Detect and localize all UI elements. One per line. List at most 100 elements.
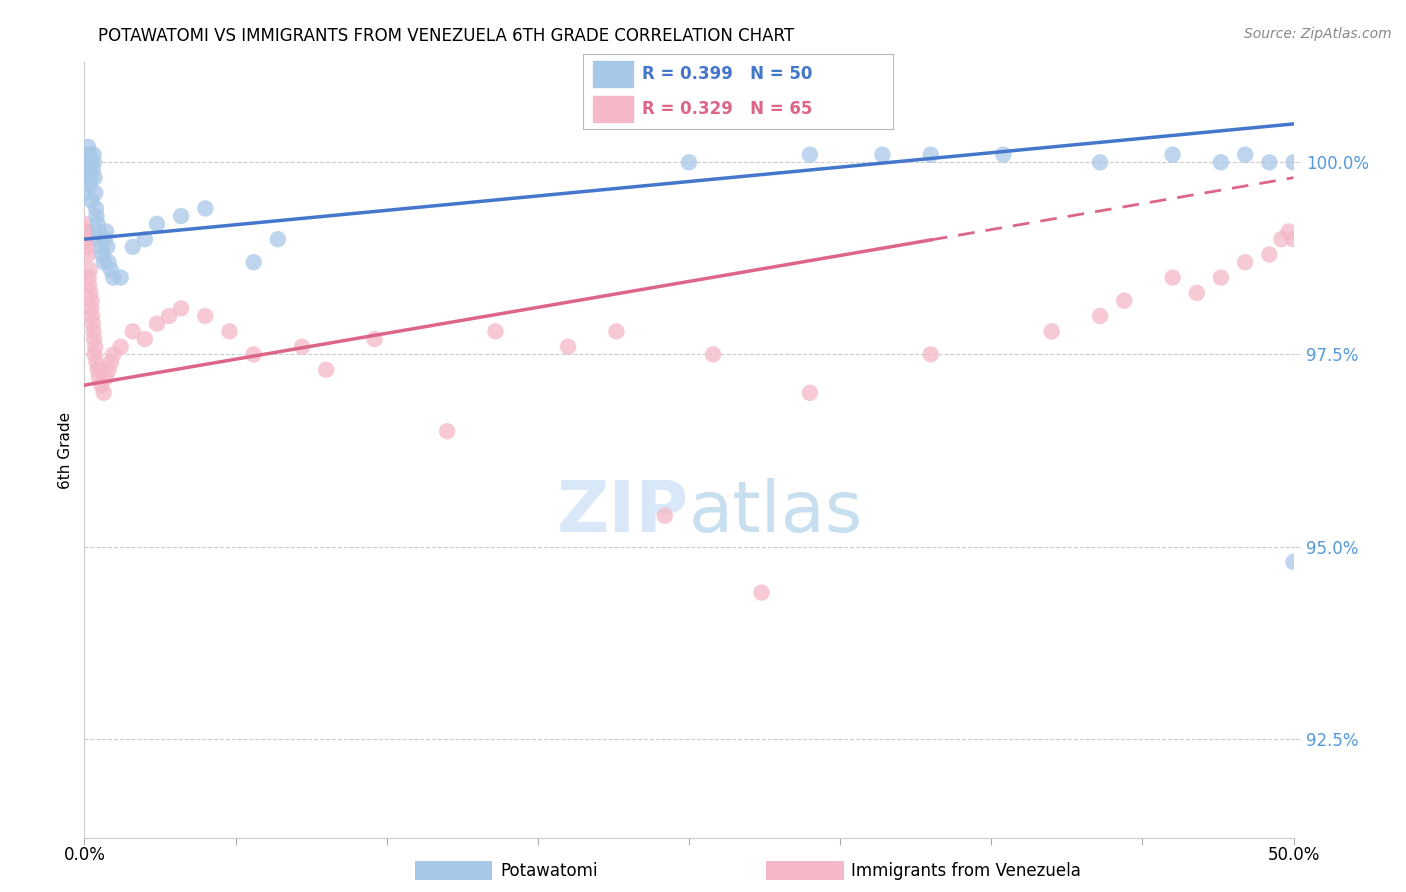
Text: Source: ZipAtlas.com: Source: ZipAtlas.com — [1244, 27, 1392, 41]
Point — [89, 232, 111, 246]
Point — [484, 324, 506, 338]
Point — [87, 370, 110, 384]
Point — [82, 163, 104, 178]
Point — [194, 202, 217, 216]
Point — [100, 263, 122, 277]
Point — [77, 278, 100, 293]
Point — [218, 324, 240, 338]
Point — [291, 340, 314, 354]
Point — [242, 255, 264, 269]
Text: R = 0.399   N = 50: R = 0.399 N = 50 — [643, 65, 813, 83]
Point — [84, 202, 107, 216]
Point — [80, 155, 103, 169]
Point — [76, 232, 98, 246]
Point — [103, 347, 125, 361]
Point — [1258, 155, 1281, 169]
Point — [170, 301, 193, 316]
Point — [76, 163, 98, 178]
Point — [75, 225, 97, 239]
Point — [75, 225, 97, 239]
Point — [920, 147, 942, 161]
Point — [77, 270, 100, 285]
Point — [110, 270, 132, 285]
Point — [80, 301, 103, 316]
Point — [75, 170, 97, 185]
Point — [170, 209, 193, 223]
Point — [94, 225, 117, 239]
Point — [920, 347, 942, 361]
Point — [1161, 147, 1184, 161]
Point — [77, 140, 100, 154]
Point — [82, 317, 104, 331]
Point — [751, 585, 773, 599]
Point — [77, 155, 100, 169]
Point — [654, 508, 676, 523]
Point — [83, 170, 105, 185]
Point — [1234, 147, 1257, 161]
Point — [97, 363, 120, 377]
Point — [678, 155, 700, 169]
Point — [1114, 293, 1136, 308]
Point — [75, 225, 97, 239]
Point — [94, 370, 117, 384]
Point — [134, 332, 156, 346]
Point — [94, 232, 117, 246]
Point — [1040, 324, 1063, 338]
Point — [1209, 270, 1232, 285]
Point — [93, 385, 115, 400]
Point — [79, 147, 101, 161]
Text: 50.0%: 50.0% — [1267, 847, 1320, 864]
Text: 0.0%: 0.0% — [63, 847, 105, 864]
Point — [702, 347, 724, 361]
Point — [267, 232, 290, 246]
Text: Immigrants from Venezuela: Immigrants from Venezuela — [851, 862, 1080, 880]
Point — [799, 385, 821, 400]
Point — [83, 155, 105, 169]
Point — [363, 332, 385, 346]
Point — [86, 355, 108, 369]
Point — [96, 240, 118, 254]
Point — [76, 147, 98, 161]
Text: Potawatomi: Potawatomi — [501, 862, 598, 880]
Point — [1282, 155, 1305, 169]
Text: R = 0.329   N = 65: R = 0.329 N = 65 — [643, 100, 813, 118]
Point — [194, 309, 217, 323]
Point — [80, 194, 103, 208]
Point — [1278, 225, 1301, 239]
Point — [83, 147, 105, 161]
Point — [79, 285, 101, 300]
Point — [83, 332, 105, 346]
Point — [1088, 309, 1111, 323]
Text: atlas: atlas — [689, 478, 863, 547]
Point — [1270, 232, 1292, 246]
Point — [1282, 232, 1305, 246]
Point — [84, 340, 107, 354]
Point — [86, 209, 108, 223]
Point — [90, 240, 112, 254]
Point — [87, 225, 110, 239]
Point — [146, 217, 169, 231]
Point — [146, 317, 169, 331]
Point — [76, 240, 98, 254]
Point — [157, 309, 180, 323]
Point — [134, 232, 156, 246]
Point — [315, 363, 337, 377]
Point — [436, 424, 458, 438]
Point — [103, 270, 125, 285]
Point — [77, 178, 100, 193]
Point — [605, 324, 627, 338]
Point — [84, 186, 107, 200]
Bar — [593, 96, 633, 122]
Point — [93, 255, 115, 269]
Point — [121, 240, 143, 254]
Point — [799, 147, 821, 161]
Point — [1209, 155, 1232, 169]
Point — [82, 309, 104, 323]
Point — [1185, 285, 1208, 300]
Point — [1161, 270, 1184, 285]
Point — [83, 347, 105, 361]
Point — [75, 232, 97, 246]
Point — [76, 232, 98, 246]
Point — [1088, 155, 1111, 169]
Text: POTAWATOMI VS IMMIGRANTS FROM VENEZUELA 6TH GRADE CORRELATION CHART: POTAWATOMI VS IMMIGRANTS FROM VENEZUELA … — [98, 27, 794, 45]
